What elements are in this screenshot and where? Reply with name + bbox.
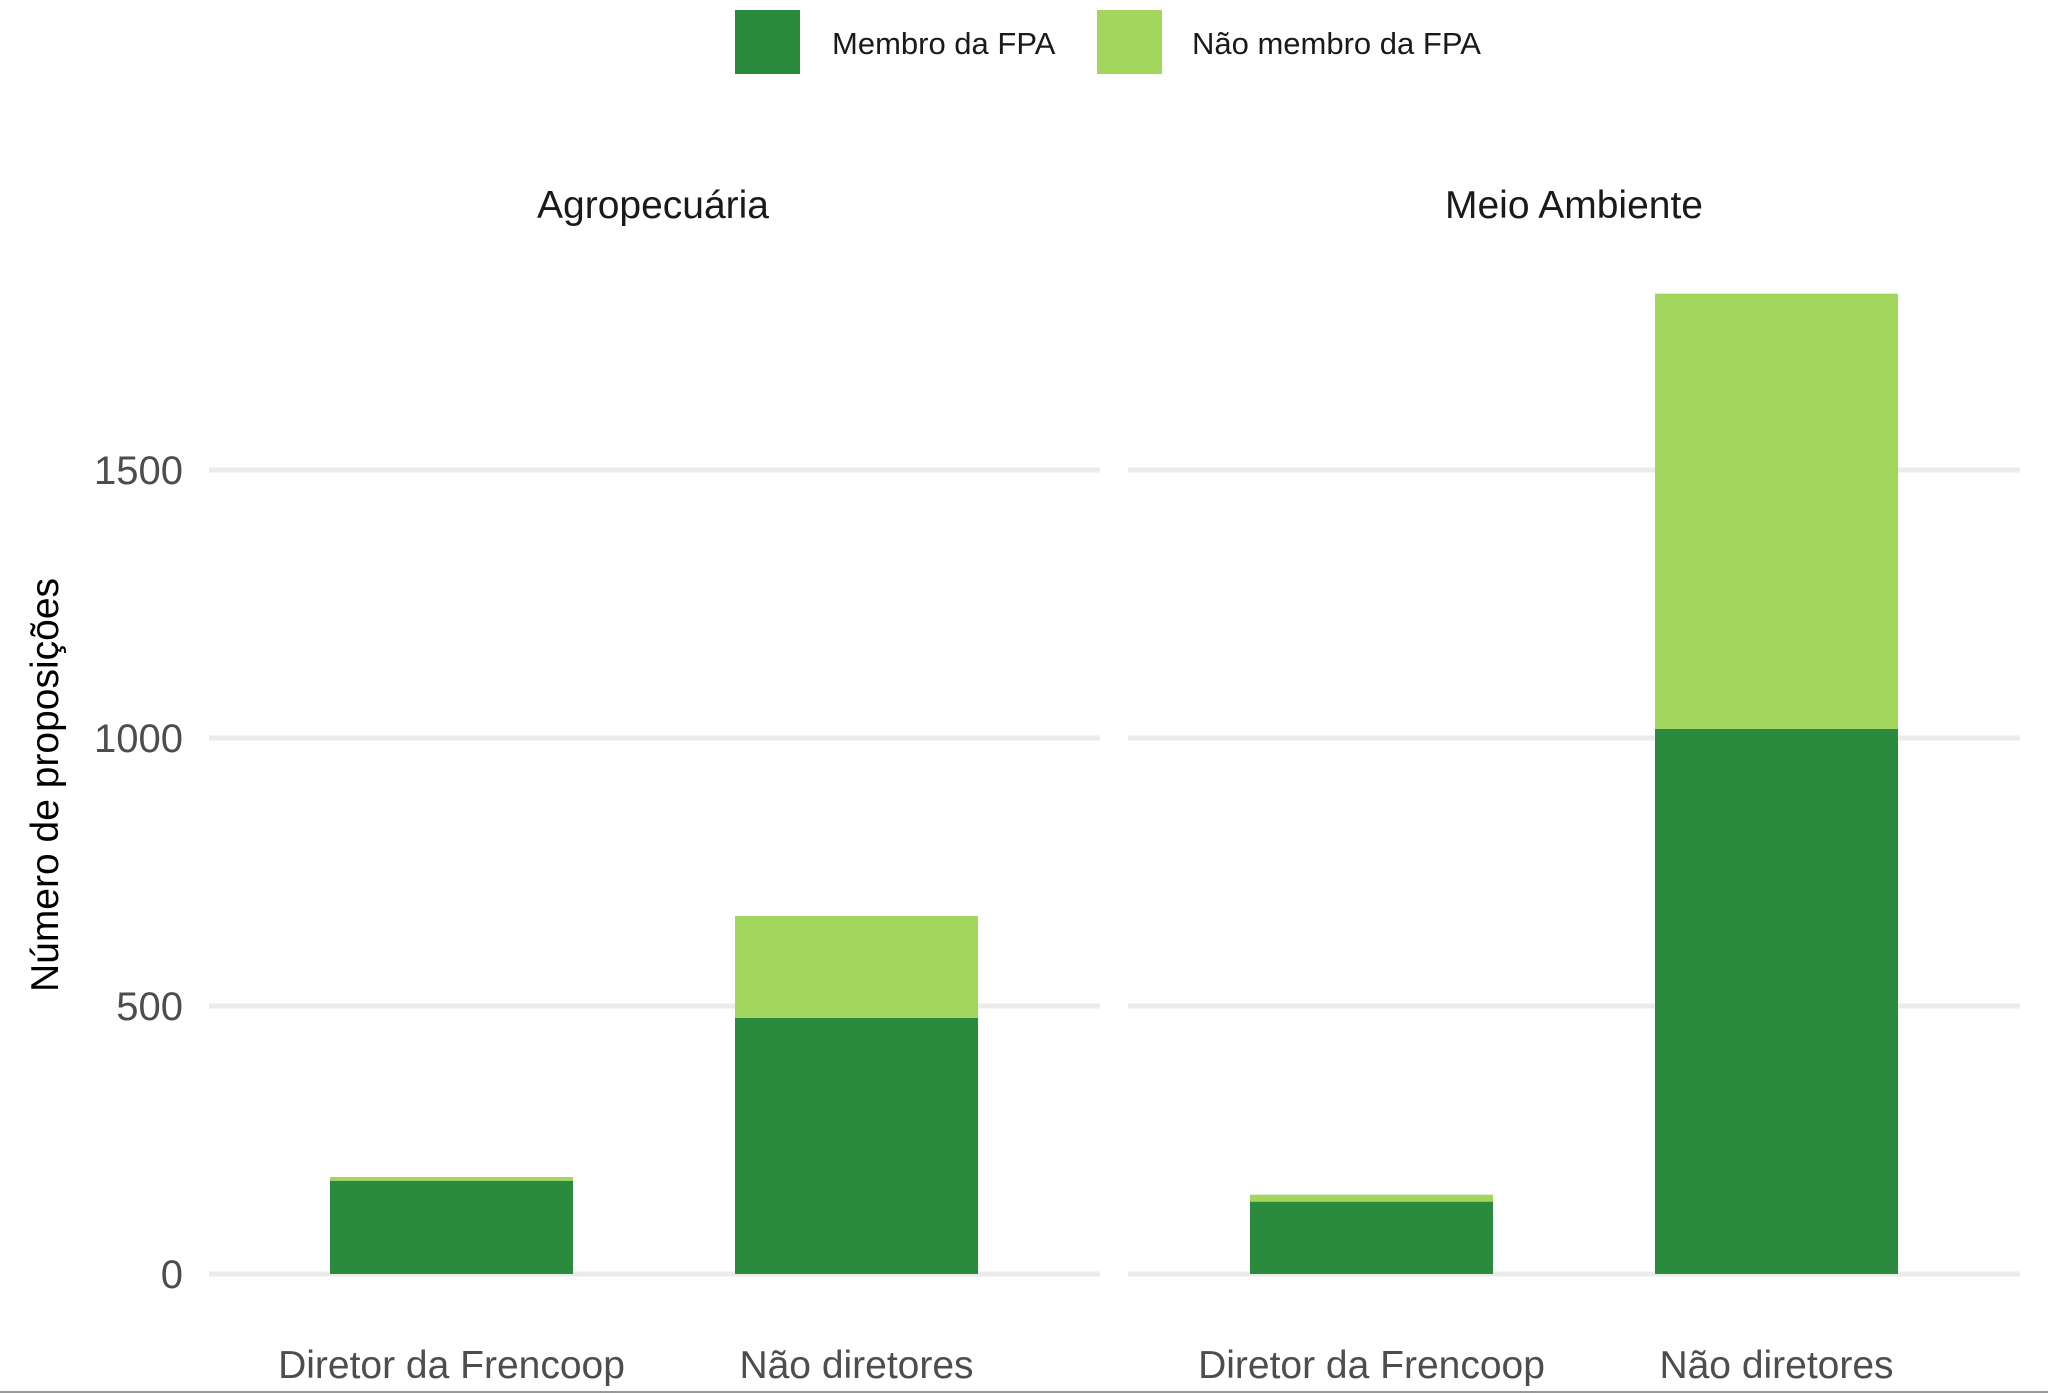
x-tick-label: Não diretores (1659, 1344, 1893, 1387)
bar-member (1250, 1201, 1493, 1274)
legend: Membro da FPA Não membro da FPA (735, 10, 1481, 74)
bar-nonmember (1250, 1194, 1493, 1202)
legend-swatch-member (735, 10, 800, 74)
legend-label-member: Membro da FPA (832, 26, 1056, 61)
y-tick-label: 1000 (94, 717, 183, 761)
legend-label-nonmember: Não membro da FPA (1192, 26, 1481, 61)
bar-member (1655, 728, 1898, 1274)
x-tick-label: Diretor da Frencoop (1198, 1344, 1545, 1387)
y-tick-label: 500 (116, 985, 183, 1029)
bar-nonmember (735, 915, 978, 1018)
y-tick-label: 0 (161, 1253, 183, 1297)
legend-swatch-nonmember (1097, 10, 1162, 74)
panel-title: Agropecuária (537, 184, 769, 227)
bar-member (330, 1180, 573, 1274)
y-axis-label: Número de proposições (24, 578, 67, 992)
panel-title: Meio Ambiente (1445, 184, 1703, 227)
x-tick-label: Diretor da Frencoop (278, 1344, 625, 1387)
x-tick-label: Não diretores (739, 1344, 973, 1387)
bar-nonmember (1655, 293, 1898, 729)
bar-nonmember (330, 1176, 573, 1181)
bar-member (735, 1017, 978, 1274)
y-tick-label: 1500 (94, 449, 183, 493)
